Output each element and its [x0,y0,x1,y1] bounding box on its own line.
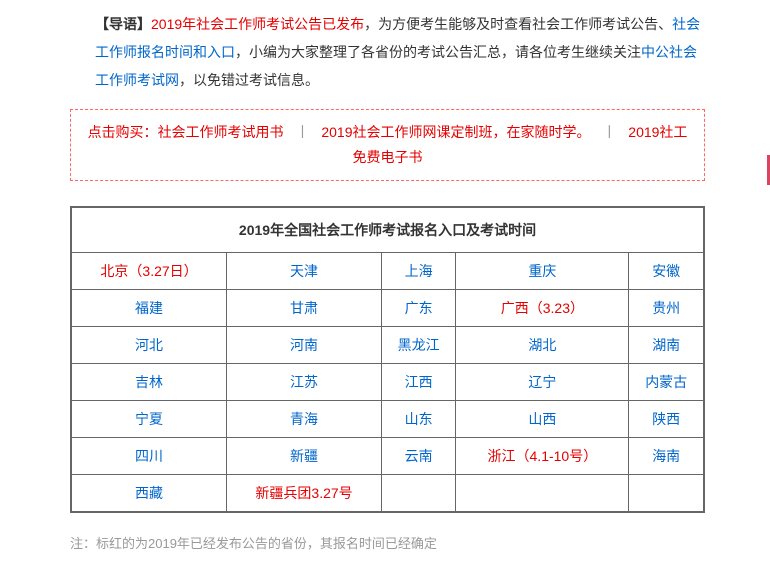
table-row: 吉林江苏江西辽宁内蒙古 [71,364,704,401]
promo-box: 点击购买：社会工作师考试用书 丨 2019社会工作师网课定制班，在家随时学。 丨… [70,109,705,181]
footnote: 注：标红的为2019年已经发布公告的省份，其报名时间已经确定 [70,528,705,552]
province-cell[interactable]: 山东 [382,401,456,438]
province-cell[interactable]: 宁夏 [71,401,227,438]
province-cell[interactable]: 河北 [71,327,227,364]
province-cell[interactable]: 陕西 [629,401,704,438]
province-cell[interactable]: 四川 [71,438,227,475]
province-cell[interactable]: 青海 [227,401,382,438]
province-cell[interactable]: 甘肃 [227,290,382,327]
province-cell [629,475,704,513]
province-cell[interactable]: 新疆兵团3.27号 [227,475,382,513]
promo-sep-2: 丨 [602,124,616,140]
promo-sep-1: 丨 [295,124,309,140]
province-cell[interactable]: 湖北 [456,327,629,364]
province-cell[interactable]: 内蒙古 [629,364,704,401]
intro-black1: ，为方便考生能够及时查看社会工作师考试公告、 [364,16,672,32]
province-table: 2019年全国社会工作师考试报名入口及考试时间 北京（3.27日）天津上海重庆安… [70,206,705,513]
province-cell[interactable]: 江西 [382,364,456,401]
province-cell[interactable]: 福建 [71,290,227,327]
table-row: 河北河南黑龙江湖北湖南 [71,327,704,364]
intro-red1: 2019年社会工作师考试公告已发布 [151,16,364,32]
province-cell[interactable]: 广西（3.23） [456,290,629,327]
province-cell [456,475,629,513]
province-cell[interactable]: 安徽 [629,253,704,290]
intro-label: 【导语】 [95,16,151,32]
promo-link-2[interactable]: 2019社会工作师网课定制班，在家随时学。 [321,124,590,140]
province-cell[interactable]: 重庆 [456,253,629,290]
table-container: 2019年全国社会工作师考试报名入口及考试时间 北京（3.27日）天津上海重庆安… [70,206,705,513]
table-title: 2019年全国社会工作师考试报名入口及考试时间 [71,207,704,253]
table-row: 宁夏青海山东山西陕西 [71,401,704,438]
province-cell[interactable]: 贵州 [629,290,704,327]
intro-paragraph: 【导语】2019年社会工作师考试公告已发布，为方便考生能够及时查看社会工作师考试… [0,10,770,94]
province-cell[interactable]: 山西 [456,401,629,438]
intro-black3: ，以免错过考试信息。 [179,72,319,88]
province-cell[interactable]: 云南 [382,438,456,475]
province-cell[interactable]: 江苏 [227,364,382,401]
province-cell[interactable]: 浙江（4.1-10号） [456,438,629,475]
table-body: 北京（3.27日）天津上海重庆安徽福建甘肃广东广西（3.23）贵州河北河南黑龙江… [71,253,704,513]
intro-black2: ，小编为大家整理了各省份的考试公告汇总，请各位考生继续关注 [235,44,641,60]
province-cell [382,475,456,513]
province-cell[interactable]: 天津 [227,253,382,290]
province-cell[interactable]: 上海 [382,253,456,290]
table-row: 福建甘肃广东广西（3.23）贵州 [71,290,704,327]
table-row: 西藏新疆兵团3.27号 [71,475,704,513]
province-cell[interactable]: 辽宁 [456,364,629,401]
province-cell[interactable]: 黑龙江 [382,327,456,364]
province-cell[interactable]: 广东 [382,290,456,327]
table-row: 北京（3.27日）天津上海重庆安徽 [71,253,704,290]
province-cell[interactable]: 西藏 [71,475,227,513]
province-cell[interactable]: 海南 [629,438,704,475]
province-cell[interactable]: 新疆 [227,438,382,475]
province-cell[interactable]: 河南 [227,327,382,364]
province-cell[interactable]: 北京（3.27日） [71,253,227,290]
province-cell[interactable]: 湖南 [629,327,704,364]
table-row: 四川新疆云南浙江（4.1-10号）海南 [71,438,704,475]
promo-link-1[interactable]: 社会工作师考试用书 [158,124,284,140]
promo-prefix: 点击购买： [88,124,158,140]
province-cell[interactable]: 吉林 [71,364,227,401]
